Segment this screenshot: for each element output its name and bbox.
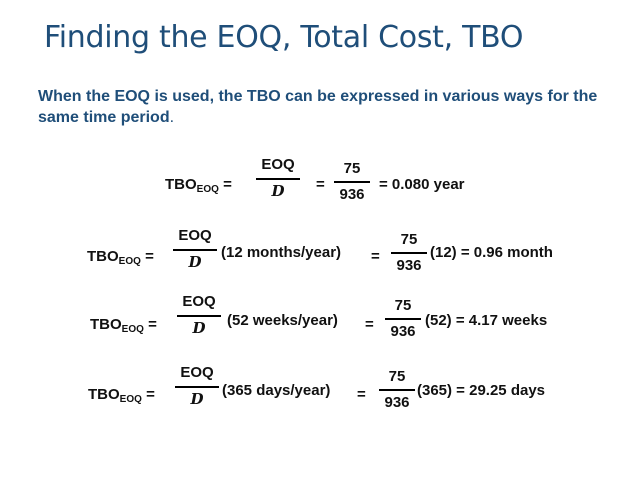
equation-3-lhs: TBOEOQ = <box>90 316 157 335</box>
equation-2-frac2-bar <box>391 252 427 254</box>
equation-3-frac-bar <box>177 315 221 317</box>
equation-4-eq2: = <box>357 386 366 403</box>
intro-sentence: When the EOQ is used, the TBO can be exp… <box>38 88 598 126</box>
equation-2-eq: = <box>145 248 154 265</box>
equation-3-frac2-bar <box>385 318 421 320</box>
equation-2-multiplier: (12 months/year) <box>221 244 342 261</box>
equation-1-frac2-bar <box>334 181 370 183</box>
intro-text: When the EOQ is used, the TBO can be exp… <box>38 86 598 128</box>
equation-3-den2: 936 <box>390 323 416 340</box>
equation-3-eq2: = <box>365 316 374 333</box>
equation-1-frac-num: EOQ <box>261 156 295 173</box>
equation-1-eq: = <box>223 176 232 193</box>
equation-4-den2: 936 <box>384 394 410 411</box>
slide-title: Finding the EOQ, Total Cost, TBO <box>44 20 524 55</box>
equation-2-frac-num: EOQ <box>178 227 212 244</box>
equation-1-lhs-sub: EOQ <box>196 184 219 195</box>
equation-3-lhs-base: TBO <box>90 316 122 333</box>
equation-3-result: (52) = 4.17 weeks <box>425 312 548 329</box>
equation-3-eq: = <box>148 316 157 333</box>
equation-4-multiplier: (365 days/year) <box>222 382 331 399</box>
equation-4-eq: = <box>146 386 155 403</box>
equation-2-result: (12) = 0.96 month <box>430 244 553 261</box>
equation-4-frac-bar <box>175 386 219 388</box>
equation-2-frac-bar <box>173 249 217 251</box>
equation-1-frac-bar <box>256 178 300 180</box>
intro-period: . <box>169 109 175 126</box>
equation-1-frac-den: D <box>271 182 285 200</box>
equation-2-lhs-sub: EOQ <box>118 256 141 267</box>
equation-4-lhs-base: TBO <box>88 386 120 403</box>
equation-4-result: (365) = 29.25 days <box>417 382 546 399</box>
equation-2-frac-den: D <box>188 253 202 271</box>
equation-4-lhs: TBOEOQ = <box>88 386 155 405</box>
equation-3-num2: 75 <box>394 297 412 314</box>
equation-3-frac-num: EOQ <box>182 293 216 310</box>
equation-3-lhs-sub: EOQ <box>121 324 144 335</box>
equation-1-num2: 75 <box>343 160 361 177</box>
equation-2-lhs-base: TBO <box>87 248 119 265</box>
equation-4-num2: 75 <box>388 368 406 385</box>
equation-4-frac2-bar <box>379 389 415 391</box>
equation-2-eq2: = <box>371 248 380 265</box>
equation-1-result: = 0.080 year <box>379 176 465 193</box>
equation-4-lhs-sub: EOQ <box>119 394 142 405</box>
equation-1-lhs: TBOEOQ = <box>165 176 232 195</box>
equation-1-lhs-base: TBO <box>165 176 197 193</box>
equation-1-den2: 936 <box>339 186 365 203</box>
equation-3-multiplier: (52 weeks/year) <box>227 312 338 329</box>
equation-2-num2: 75 <box>400 231 418 248</box>
equation-1-eq2: = <box>316 176 325 193</box>
equation-2-den2: 936 <box>396 257 422 274</box>
equation-2-lhs: TBOEOQ = <box>87 248 154 267</box>
equation-4-frac-num: EOQ <box>180 364 214 381</box>
equation-4-frac-den: D <box>190 390 204 408</box>
equation-3-frac-den: D <box>192 319 206 337</box>
